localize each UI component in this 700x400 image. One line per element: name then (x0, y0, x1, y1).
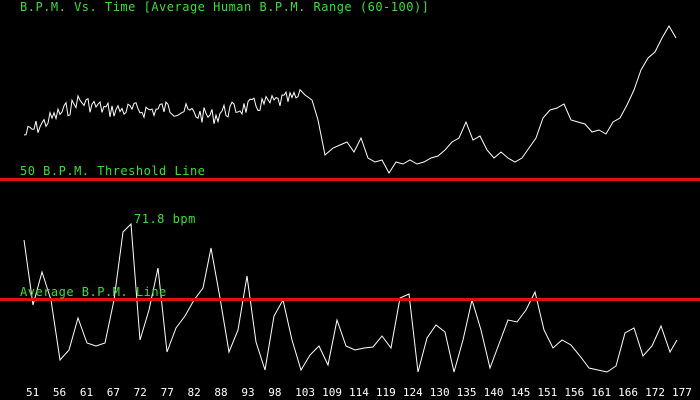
x-tick-label: 61 (79, 386, 94, 399)
average-bpm-line (0, 298, 700, 301)
upper-waveform-trace (23, 25, 677, 174)
peak-bpm-label: 71.8 bpm (134, 212, 196, 226)
x-tick-label: 93 (241, 386, 255, 399)
x-tick-label: 130 (429, 386, 450, 399)
x-tick-label: 56 (52, 386, 67, 399)
x-tick-label: 72 (133, 386, 147, 399)
x-tick-label: 77 (160, 386, 174, 399)
x-tick-label: 124 (402, 386, 423, 399)
x-tick-label: 166 (618, 386, 639, 399)
threshold-line-label: 50 B.P.M. Threshold Line (20, 164, 206, 178)
x-tick-label: 135 (456, 386, 477, 399)
threshold-line (0, 178, 700, 181)
x-tick-label: 140 (483, 386, 504, 399)
x-tick-label: 51 (26, 386, 40, 399)
lower-waveform-trace (23, 222, 678, 373)
x-tick-label: 119 (375, 386, 396, 399)
average-line-label: Average B.P.M. Line (20, 285, 167, 299)
x-tick-label: 172 (645, 386, 665, 399)
x-tick-label: 161 (591, 386, 612, 399)
x-tick-label: 114 (349, 386, 369, 399)
x-tick-label: 88 (214, 386, 228, 399)
x-tick-label: 109 (322, 386, 342, 399)
x-tick-label: 151 (537, 386, 558, 399)
chart-title: B.P.M. Vs. Time [Average Human B.P.M. Ra… (20, 0, 430, 14)
x-tick-label: 103 (295, 386, 316, 399)
x-tick-label: 177 (672, 386, 692, 399)
x-tick-label: 145 (510, 386, 531, 399)
x-tick-label: 82 (187, 386, 201, 399)
x-tick-label: 156 (564, 386, 585, 399)
x-tick-label: 98 (268, 386, 282, 399)
x-tick-label: 67 (106, 386, 120, 399)
